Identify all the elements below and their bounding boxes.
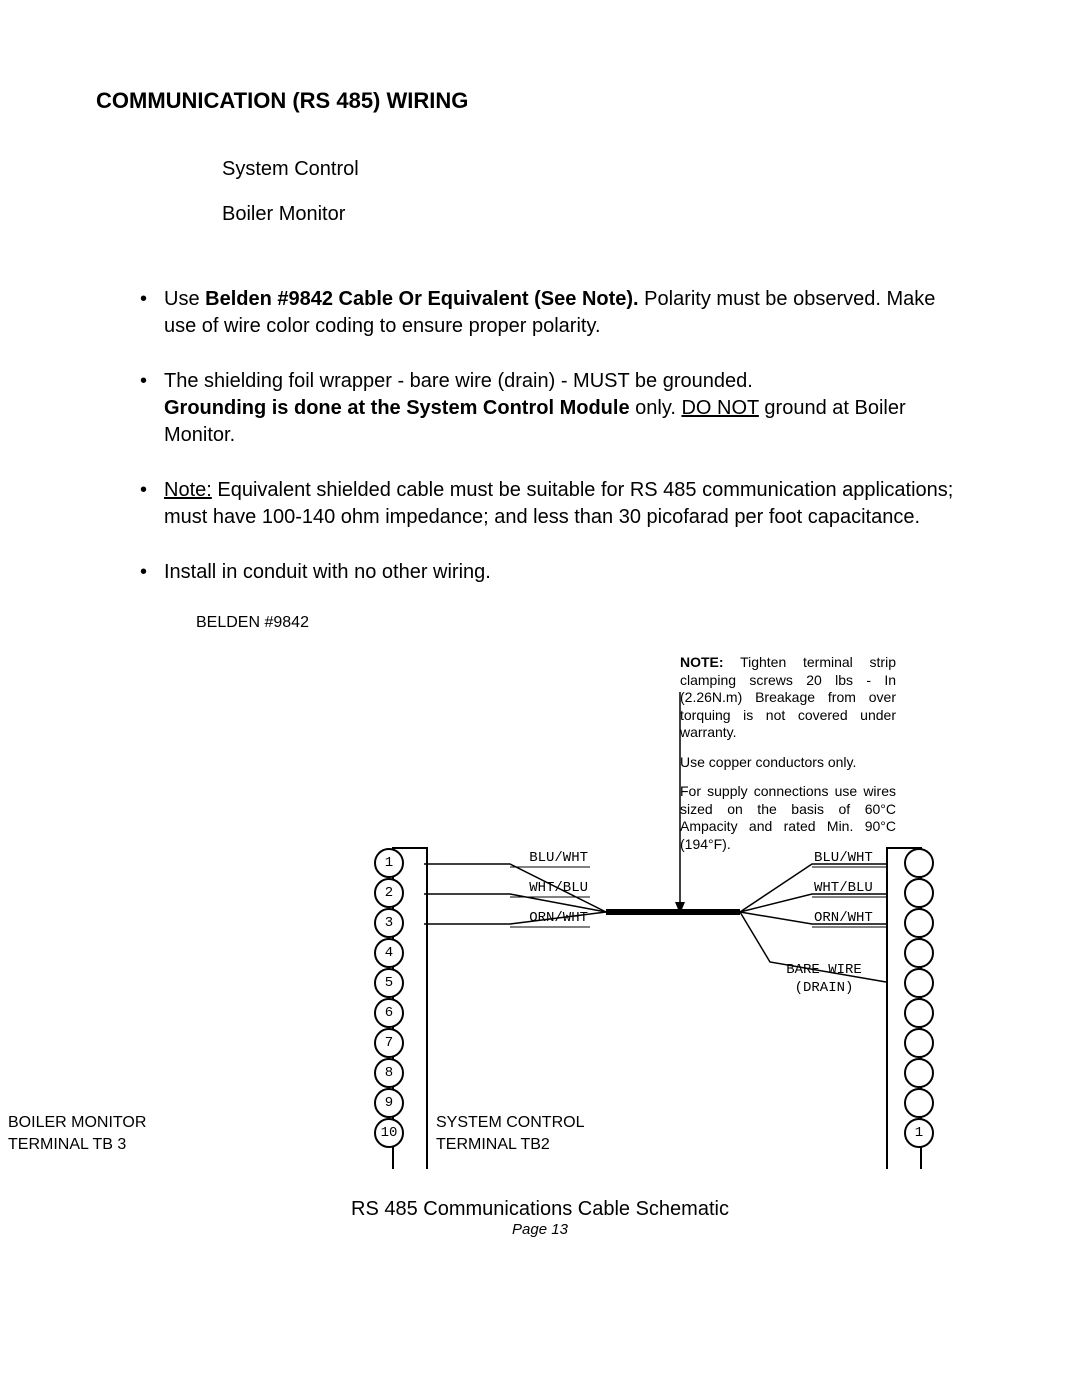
boiler-l2: TERMINAL TB 3	[8, 1136, 126, 1153]
wire-paths	[0, 632, 1080, 1192]
bullet-2: The shielding foil wrapper - bare wire (…	[136, 368, 964, 449]
boiler-l1: BOILER MONITOR	[8, 1114, 146, 1131]
sys-l2: TERMINAL TB2	[436, 1136, 550, 1153]
bullet-3: Note: Equivalent shielded cable must be …	[136, 477, 964, 531]
bullet-4: Install in conduit with no other wiring.	[136, 559, 964, 586]
b3: Equivalent shielded cable must be suitab…	[164, 479, 953, 528]
bullet-1: Use Belden #9842 Cable Or Equivalent (Se…	[136, 286, 964, 340]
b2b-mid: only.	[630, 397, 682, 419]
belden-label: BELDEN #9842	[196, 614, 984, 632]
bullet-list: Use Belden #9842 Cable Or Equivalent (Se…	[136, 286, 964, 586]
subheading-block: System Control Boiler Monitor	[222, 158, 984, 226]
schematic-diagram: NOTE: Tighten terminal strip clamping sc…	[0, 632, 1080, 1192]
b2b-bold: Grounding is done at the System Control …	[164, 397, 630, 419]
page-title: COMMUNICATION (RS 485) WIRING	[96, 88, 984, 114]
sys-l1: SYSTEM CONTROL	[436, 1114, 584, 1131]
system-terminal-label: SYSTEM CONTROL TERMINAL TB2	[436, 1112, 584, 1155]
caption-page: Page 13	[96, 1221, 984, 1238]
b1-bold: Belden #9842 Cable Or Equivalent (See No…	[205, 288, 638, 310]
b2b-ul: DO NOT	[681, 397, 758, 419]
caption-main: RS 485 Communications Cable Schematic	[96, 1198, 984, 1221]
subhead-line-1: System Control	[222, 158, 984, 181]
b3-ul: Note:	[164, 479, 212, 501]
b1-pre: Use	[164, 288, 205, 310]
figure-caption: RS 485 Communications Cable Schematic Pa…	[96, 1198, 984, 1238]
subhead-line-2: Boiler Monitor	[222, 203, 984, 226]
b2a: The shielding foil wrapper - bare wire (…	[164, 370, 753, 392]
page: COMMUNICATION (RS 485) WIRING System Con…	[0, 0, 1080, 1262]
boiler-terminal-label: BOILER MONITOR TERMINAL TB 3	[8, 1112, 146, 1155]
